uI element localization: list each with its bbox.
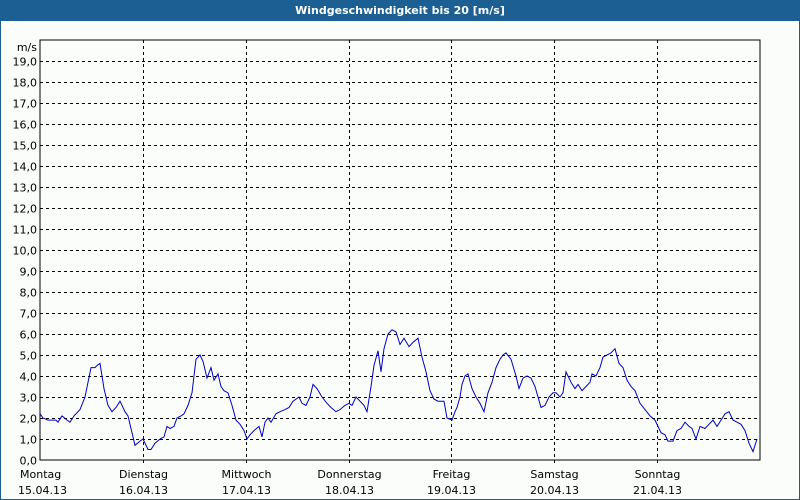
x-tick-date-label: 20.04.13 [530, 484, 579, 497]
x-tick-date-label: 21.04.13 [633, 484, 682, 497]
grid-lines [40, 40, 760, 464]
x-tick-day-label: Dienstag [119, 468, 168, 481]
chart-title: Windgeschwindigkeit bis 20 [m/s] [0, 0, 800, 21]
y-tick-label: 12,0 [13, 203, 38, 216]
x-tick-date-label: 18.04.13 [325, 484, 374, 497]
y-tick-label: 7,0 [20, 308, 38, 321]
y-tick-label: 9,0 [20, 266, 38, 279]
x-tick-date-label: 19.04.13 [427, 484, 476, 497]
wind-speed-line [39, 329, 758, 453]
y-tick-label: 13,0 [13, 182, 38, 195]
x-tick-day-label: Samstag [530, 468, 578, 481]
y-tick-label: 3,0 [20, 392, 38, 405]
x-tick-day-label: Mittwoch [222, 468, 272, 481]
y-tick-label: 0,0 [20, 455, 38, 468]
y-tick-label: 14,0 [13, 161, 38, 174]
x-tick-day-label: Freitag [433, 468, 471, 481]
y-tick-label: 11,0 [13, 224, 38, 237]
x-tick-date-label: 15.04.13 [18, 484, 67, 497]
y-tick-label: 8,0 [20, 287, 38, 300]
y-tick-label: 4,0 [20, 371, 38, 384]
x-tick-day-label: Montag [20, 468, 61, 481]
y-tick-label: 5,0 [20, 350, 38, 363]
x-tick-day-label: Donnerstag [317, 468, 381, 481]
y-tick-label: 18,0 [13, 77, 38, 90]
y-tick-label: 15,0 [13, 140, 38, 153]
y-tick-label: 1,0 [20, 434, 38, 447]
y-tick-label: 6,0 [20, 329, 38, 342]
x-tick-day-label: Sonntag [635, 468, 681, 481]
x-axis-ticks: Montag 15.04.13 Dienstag 16.04.13 Mittwoch 17… [18, 468, 682, 497]
x-tick-date-label: 17.04.13 [222, 484, 271, 497]
y-axis-ticks: 0,0 1,0 2,0 3,0 4,0 5,0 6,0 7,0 8,0 9,0 10,0 11,0 12… [13, 56, 38, 468]
y-tick-label: 2,0 [20, 413, 38, 426]
y-tick-label: 19,0 [13, 56, 38, 69]
y-tick-label: 17,0 [13, 98, 38, 111]
y-tick-label: 10,0 [13, 245, 38, 258]
plot-area-border [39, 39, 761, 461]
y-tick-label: 16,0 [13, 119, 38, 132]
x-tick-date-label: 16.04.13 [119, 484, 168, 497]
y-axis-unit-label: m/s [17, 41, 37, 54]
